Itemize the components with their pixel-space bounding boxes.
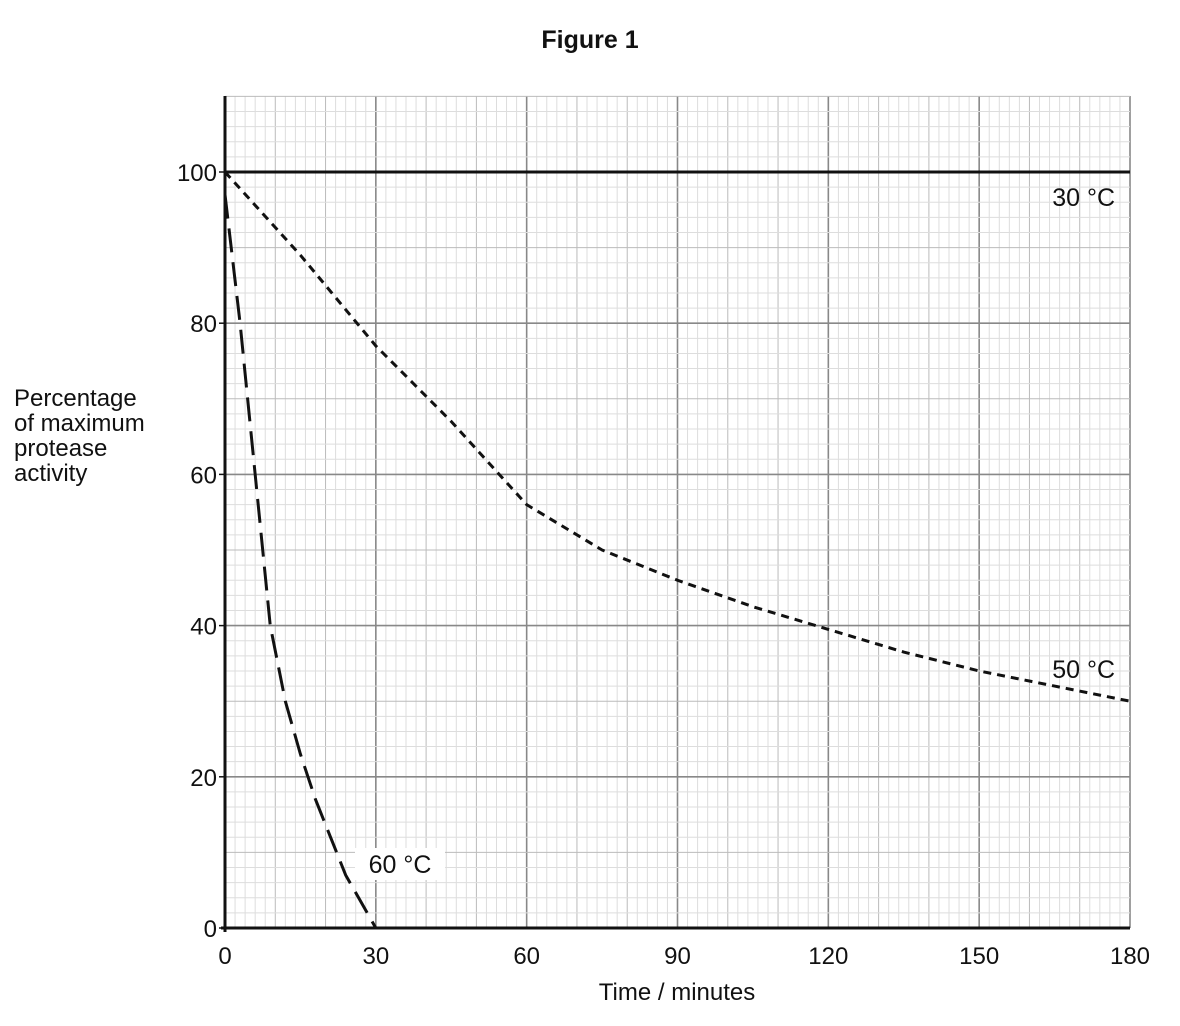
x-tick-label: 150	[959, 943, 999, 970]
series-line	[223, 170, 1131, 703]
y-label-line: activity	[14, 460, 88, 487]
figure-title: Figure 1	[541, 26, 639, 54]
x-tick-label: 0	[218, 943, 231, 970]
y-label-line: Percentage	[14, 385, 137, 412]
series-line	[223, 194, 378, 929]
x-tick-label: 30	[362, 943, 389, 970]
y-tick-label: 0	[204, 916, 217, 943]
y-tick-label: 100	[177, 160, 217, 187]
x-axis-label: Time / minutes	[599, 979, 755, 1006]
x-tick-label: 180	[1110, 943, 1150, 970]
label-bg	[355, 848, 445, 880]
series-annotation: 30 °C	[1052, 184, 1115, 212]
x-tick-label: 90	[664, 943, 691, 970]
series-annotation: 60 °C	[369, 851, 432, 879]
y-tick-label: 40	[190, 614, 217, 641]
y-tick-label: 20	[190, 765, 217, 792]
y-tick-label: 80	[190, 311, 217, 338]
y-tick-label: 60	[190, 462, 217, 489]
y-label-line: of maximum	[14, 410, 145, 437]
y-axis-label: Percentage of maximum protease activity	[14, 386, 145, 486]
series-annotation: 50 °C	[1052, 656, 1115, 684]
y-label-line: protease	[14, 435, 108, 462]
x-tick-label: 60	[513, 943, 540, 970]
x-tick-label: 120	[808, 943, 848, 970]
